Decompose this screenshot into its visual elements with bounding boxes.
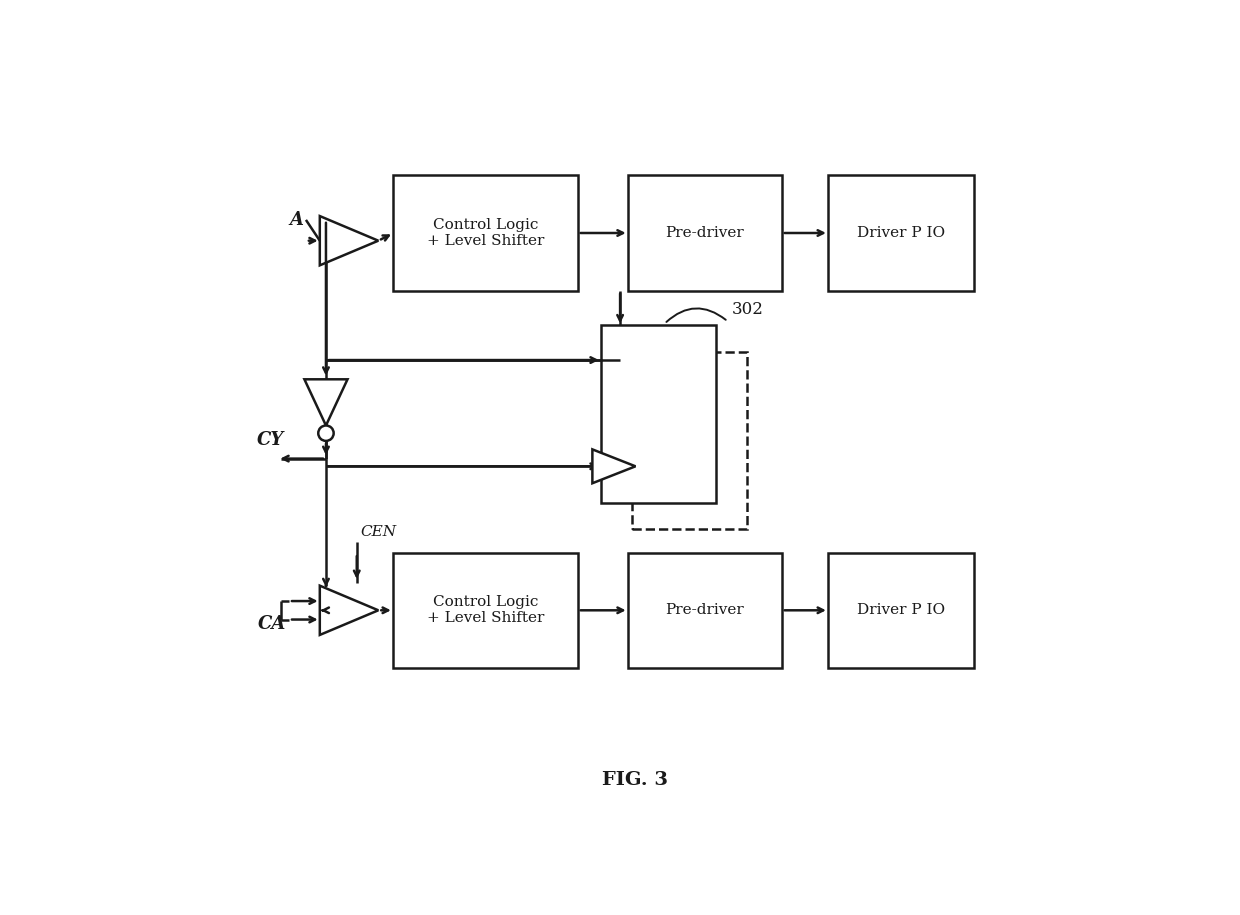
Text: 302: 302 (732, 301, 764, 318)
FancyBboxPatch shape (393, 553, 578, 668)
Text: CY: CY (257, 431, 284, 449)
FancyBboxPatch shape (828, 553, 975, 668)
Polygon shape (304, 380, 347, 425)
Text: CEN: CEN (361, 525, 397, 539)
Text: CA: CA (258, 615, 286, 633)
Text: Control Logic
+ Level Shifter: Control Logic + Level Shifter (427, 595, 544, 625)
Polygon shape (593, 449, 635, 483)
Polygon shape (320, 586, 378, 635)
Text: Pre-driver: Pre-driver (666, 603, 744, 618)
Text: FIG. 3: FIG. 3 (603, 770, 668, 789)
FancyBboxPatch shape (393, 176, 578, 291)
Polygon shape (320, 216, 378, 265)
Text: Driver P IO: Driver P IO (857, 226, 945, 240)
FancyBboxPatch shape (601, 326, 717, 502)
Circle shape (319, 425, 334, 441)
Text: Pre-driver: Pre-driver (666, 226, 744, 240)
Text: A: A (290, 211, 304, 229)
Text: Driver P IO: Driver P IO (857, 603, 945, 618)
FancyBboxPatch shape (828, 176, 975, 291)
FancyBboxPatch shape (627, 553, 781, 668)
Text: Control Logic
+ Level Shifter: Control Logic + Level Shifter (427, 218, 544, 248)
FancyBboxPatch shape (631, 352, 748, 530)
FancyBboxPatch shape (627, 176, 781, 291)
